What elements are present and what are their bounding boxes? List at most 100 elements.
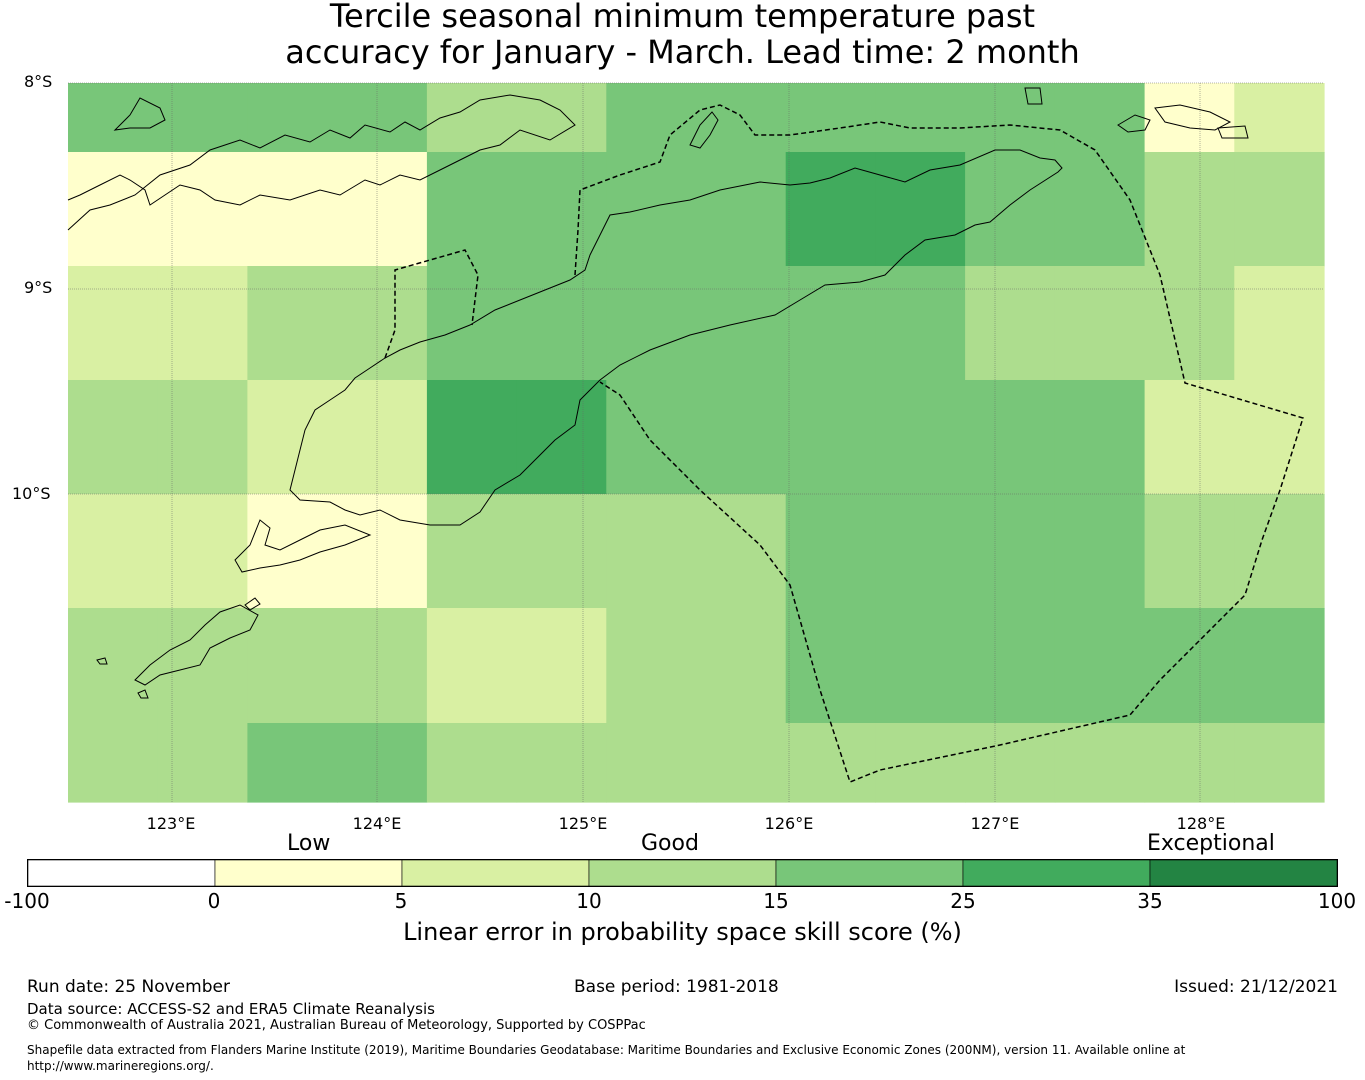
skill-grid-cell bbox=[875, 494, 966, 609]
skill-grid-cell bbox=[785, 494, 876, 609]
skill-grid-cell bbox=[696, 723, 787, 803]
skill-grid-cell bbox=[1054, 266, 1146, 381]
skill-grid-cell bbox=[785, 152, 876, 267]
skill-grid-cell bbox=[247, 608, 338, 724]
skill-grid-cell bbox=[875, 723, 966, 803]
skill-grid-cell bbox=[1234, 380, 1325, 495]
skill-grid-cell bbox=[157, 380, 248, 495]
colorbar-segment bbox=[1149, 859, 1338, 887]
skill-grid-cell bbox=[965, 380, 1056, 495]
lat-label-8s: 8°S bbox=[24, 72, 53, 91]
skill-grid-cell bbox=[247, 380, 338, 495]
skill-grid-cell bbox=[337, 266, 428, 381]
run-date: Run date: 25 November bbox=[27, 977, 230, 997]
skill-grid-cell bbox=[1234, 494, 1325, 609]
skill-grid-cell bbox=[965, 152, 1056, 267]
skill-grid-cell bbox=[337, 608, 428, 724]
colorbar-segment bbox=[27, 859, 216, 887]
skill-grid-cell bbox=[68, 380, 159, 495]
skill-grid-cell bbox=[965, 608, 1056, 724]
lon-label-124e: 124°E bbox=[352, 814, 402, 833]
skill-grid-cell bbox=[157, 266, 248, 381]
skill-grid-cell bbox=[875, 266, 966, 381]
lon-label-123e: 123°E bbox=[146, 814, 196, 833]
skill-grid-cell bbox=[1234, 83, 1325, 153]
skill-grid-cell bbox=[1234, 608, 1325, 724]
skill-grid-cell bbox=[606, 83, 697, 153]
colorbar-segment bbox=[214, 859, 403, 887]
colorbar-tick-5: 5 bbox=[394, 889, 408, 913]
skill-grid-cell bbox=[606, 266, 697, 381]
skill-grid-cell bbox=[247, 723, 338, 803]
skill-grid-cell bbox=[516, 608, 607, 724]
skill-grid-cell bbox=[606, 494, 697, 609]
skill-grid-cell bbox=[337, 152, 428, 267]
skill-grid-cell bbox=[516, 723, 607, 803]
skill-grid-cell bbox=[247, 83, 338, 153]
skill-grid-cell bbox=[516, 380, 607, 495]
skill-grid-cell bbox=[426, 152, 518, 267]
skill-grid-cell bbox=[696, 83, 787, 153]
lon-label-128e: 128°E bbox=[1176, 814, 1226, 833]
skill-grid-cell bbox=[1234, 723, 1325, 803]
skill-grid-cell bbox=[875, 83, 966, 153]
skill-grid-cell bbox=[1144, 380, 1235, 495]
skill-grid-cell bbox=[247, 152, 338, 267]
copyright: © Commonwealth of Australia 2021, Austra… bbox=[27, 1018, 646, 1033]
colorbar-tick-35: 35 bbox=[1137, 889, 1163, 913]
skill-grid-cell bbox=[696, 266, 787, 381]
colorbar-segment bbox=[775, 859, 964, 887]
skill-grid-cell bbox=[1144, 83, 1235, 153]
skill-grid-cell bbox=[68, 723, 159, 803]
chart-title-line-2: accuracy for January - March. Lead time:… bbox=[285, 33, 1080, 71]
skill-grid-cell bbox=[68, 83, 159, 153]
skill-grid-cell bbox=[516, 266, 607, 381]
skill-grid-cell bbox=[1054, 152, 1146, 267]
skill-grid-cell bbox=[68, 494, 159, 609]
lat-label-9s: 9°S bbox=[24, 278, 53, 297]
skill-grid-cell bbox=[426, 723, 518, 803]
shapefile-credit-line-2: http://www.marineregions.org/. bbox=[27, 1059, 214, 1073]
skill-grid-cell bbox=[516, 494, 607, 609]
skill-grid-cell bbox=[157, 723, 248, 803]
lon-label-125e: 125°E bbox=[558, 814, 608, 833]
colorbar-tick-15: 15 bbox=[763, 889, 789, 913]
skill-grid-cell bbox=[1144, 152, 1235, 267]
skill-grid-cell bbox=[1054, 608, 1146, 724]
coastline bbox=[67, 87, 1249, 699]
lat-label-10s: 10°S bbox=[12, 484, 51, 503]
skill-grid-cell bbox=[785, 608, 876, 724]
colorbar-tick-neg100: -100 bbox=[4, 889, 50, 913]
skill-grid-cell bbox=[68, 152, 159, 267]
lon-label-126e: 126°E bbox=[764, 814, 814, 833]
skill-grid-cell bbox=[606, 608, 697, 724]
colorbar-tick-25: 25 bbox=[950, 889, 976, 913]
skill-grid-cell bbox=[157, 83, 248, 153]
skill-grid-cell bbox=[516, 152, 607, 267]
skill-grid-cell bbox=[1144, 266, 1235, 381]
skill-grid-cell bbox=[1054, 380, 1146, 495]
graticule bbox=[68, 82, 1324, 802]
category-exceptional: Exceptional bbox=[1147, 831, 1275, 856]
colorbar-tick-0: 0 bbox=[207, 889, 221, 913]
skill-grid-cell bbox=[337, 494, 428, 609]
skill-grid-cell bbox=[68, 608, 159, 724]
skill-grid-cell bbox=[875, 380, 966, 495]
skill-grid-cell bbox=[875, 152, 966, 267]
skill-grid-cell bbox=[426, 380, 518, 495]
colorbar-segment bbox=[588, 859, 777, 887]
skill-grid-cell bbox=[337, 723, 428, 803]
skill-grid-cell bbox=[1054, 494, 1146, 609]
colorbar-tick-10: 10 bbox=[576, 889, 602, 913]
skill-grid-cell bbox=[68, 266, 159, 381]
skill-grid-cell bbox=[337, 83, 428, 153]
skill-grid-cell bbox=[875, 608, 966, 724]
base-period: Base period: 1981-2018 bbox=[574, 977, 779, 997]
lon-label-127e: 127°E bbox=[970, 814, 1020, 833]
skill-grid-cell bbox=[247, 266, 338, 381]
skill-grid-cell bbox=[1054, 723, 1146, 803]
skill-grid-cell bbox=[785, 380, 876, 495]
skill-grid-cell bbox=[785, 266, 876, 381]
